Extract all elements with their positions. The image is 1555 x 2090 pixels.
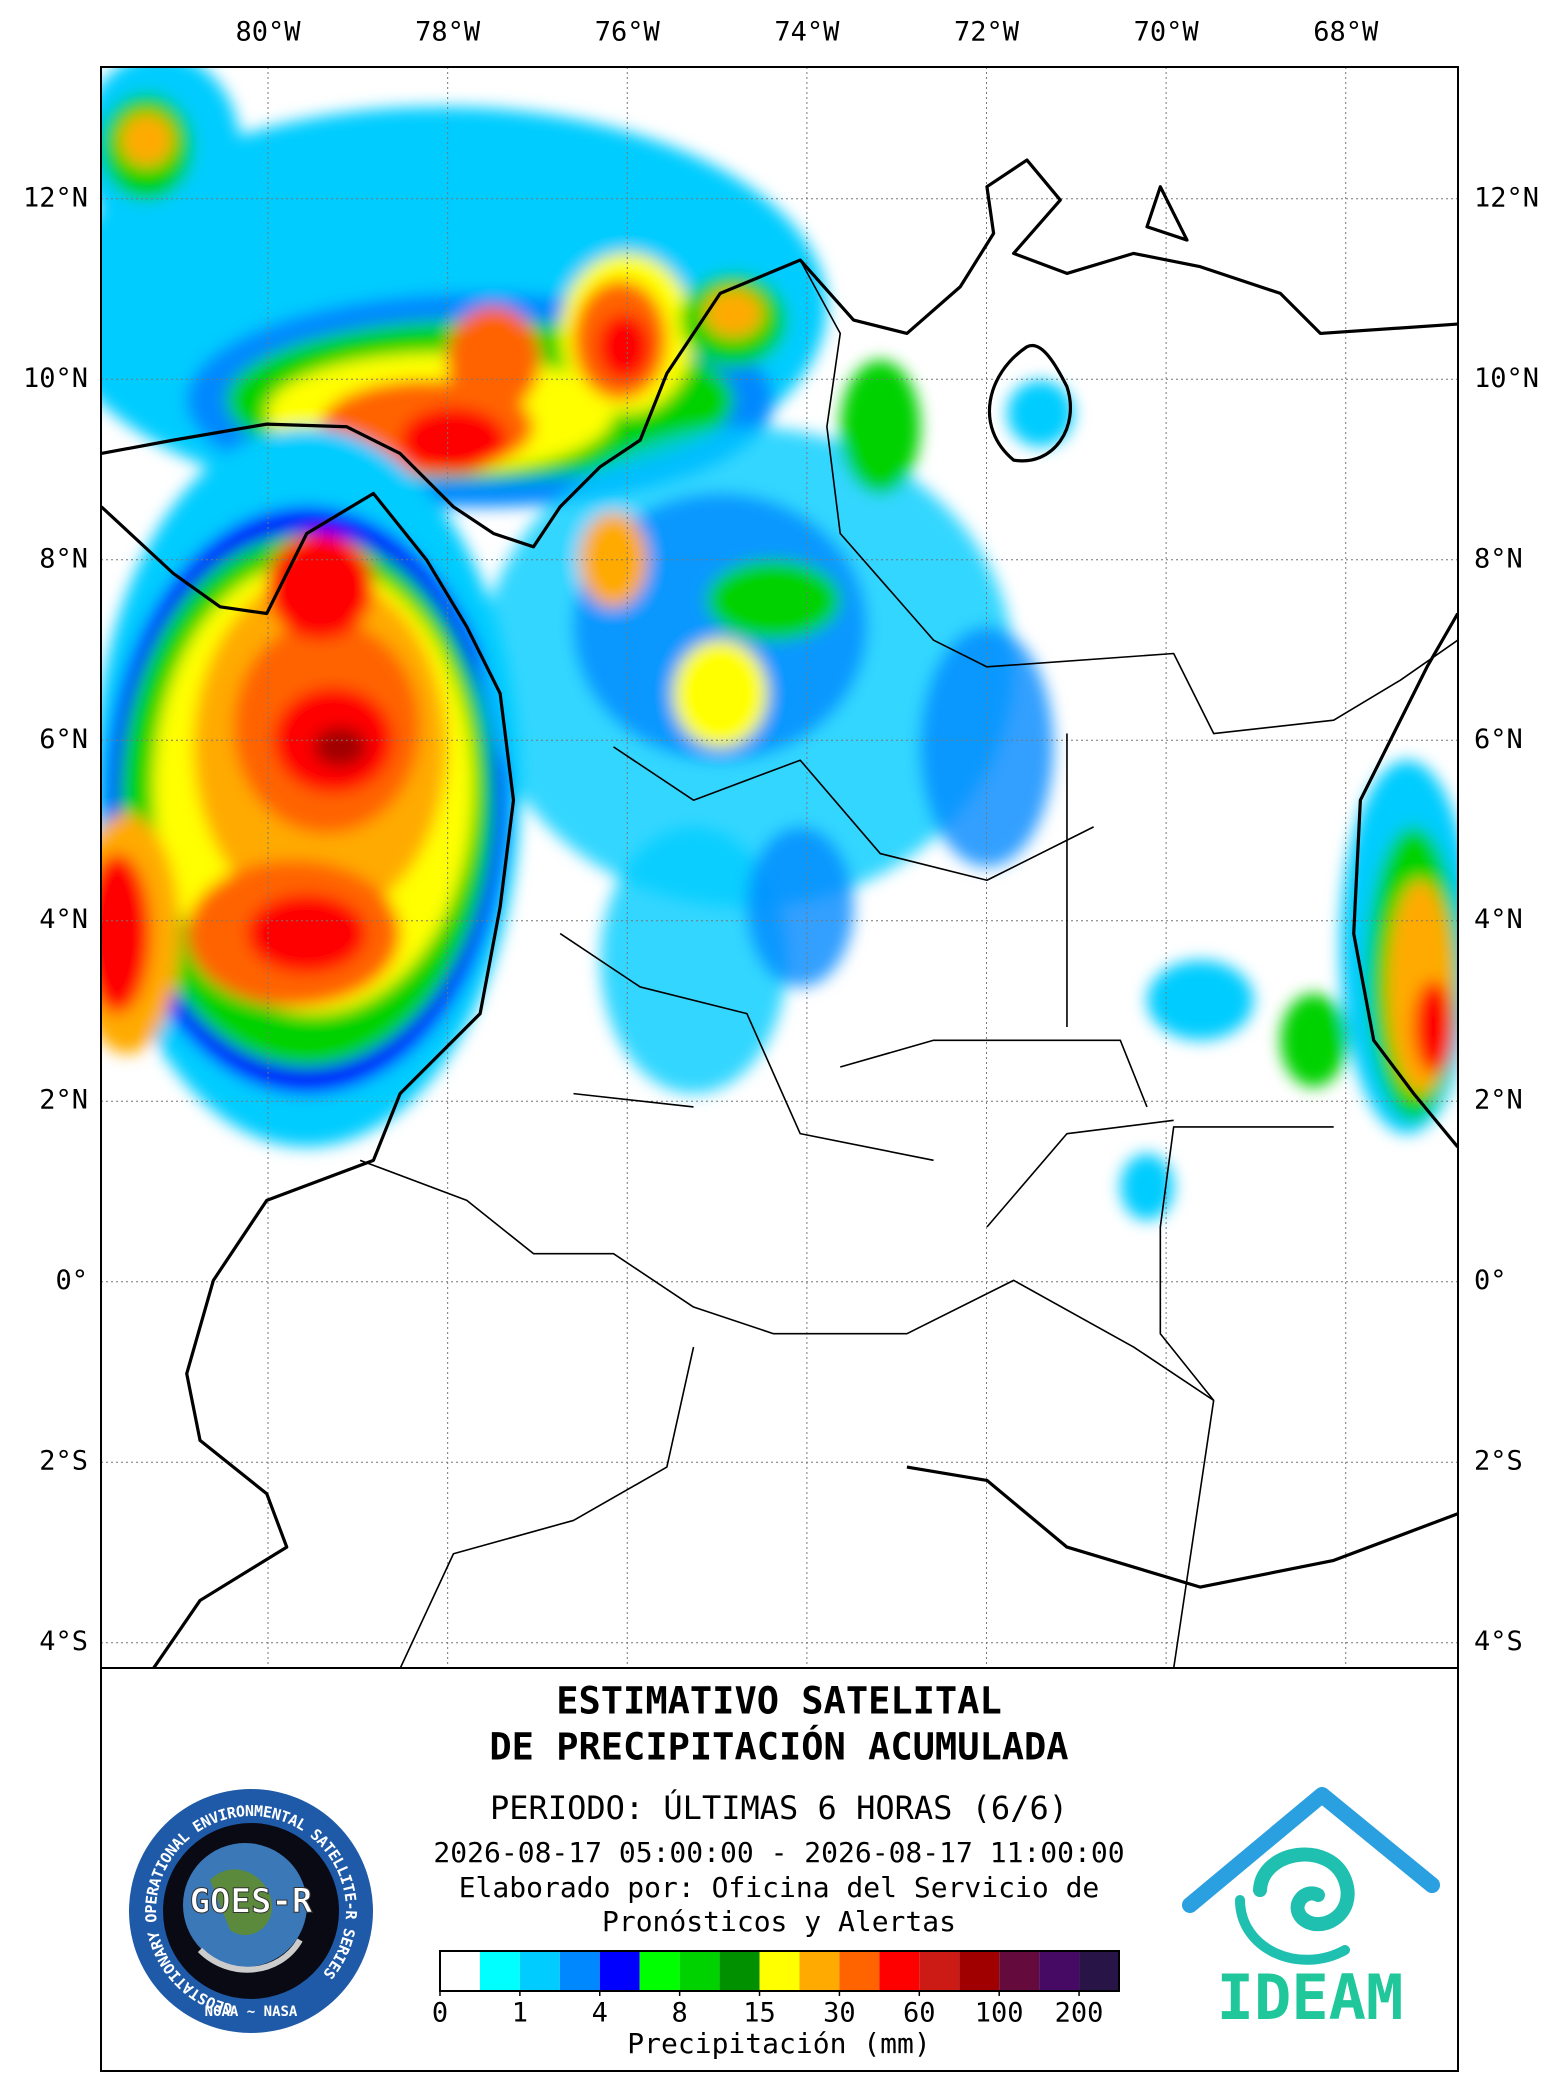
- goes-logo: GEOSTATIONARY OPERATIONAL ENVIRONMENTAL …: [129, 1789, 373, 2033]
- lon-label: 80°W: [236, 17, 302, 48]
- goes-footer: NOAA ~ NASA: [205, 2004, 298, 2020]
- lon-label: 70°W: [1134, 17, 1200, 48]
- lat-label: 0°: [55, 1265, 88, 1296]
- subtitle: DE PRECIPITACIÓN ACUMULADA: [489, 1725, 1068, 1769]
- colorbar-tick-label: 200: [1055, 1998, 1104, 2029]
- colorbar-tick-label: 15: [743, 1998, 776, 2029]
- coastlines: [101, 158, 1458, 1668]
- legend-frame: [100, 1667, 1459, 2072]
- colorbar-box: [919, 1951, 960, 1991]
- colorbar-box: [719, 1951, 760, 1991]
- axis-labels: 80°W 78°W 76°W 74°W 72°W 70°W 68°W 12°N 12°N 10°N…: [23, 17, 1539, 1658]
- colorbar-box: [799, 1951, 840, 1991]
- lat-label: 10°N: [23, 363, 88, 394]
- ideam-logo: IDEAM: [1182, 1787, 1440, 2034]
- colorbar-outline: [439, 1950, 1120, 1992]
- colorbar-tick-label: 4: [592, 1998, 608, 2029]
- colorbar-box: [639, 1951, 680, 1991]
- lat-label: 0°: [1474, 1265, 1507, 1296]
- colorbar-label: Precipitación (mm): [627, 2027, 930, 2060]
- lat-label: 10°N: [1474, 363, 1539, 394]
- lon-label: 74°W: [774, 17, 840, 48]
- goes-name: GOES-R: [190, 1882, 313, 1922]
- lat-label: 12°N: [23, 182, 88, 213]
- lat-label: 12°N: [1474, 182, 1539, 213]
- colorbar-tick-label: 0: [432, 1998, 448, 2029]
- lat-label: 2°S: [1474, 1446, 1523, 1477]
- lat-label: 4°N: [39, 904, 88, 935]
- colorbar-box: [879, 1951, 920, 1991]
- period: PERIODO: ÚLTIMAS 6 HORAS (6/6): [490, 1788, 1068, 1827]
- dates: 2026-08-17 05:00:00 - 2026-08-17 11:00:0…: [433, 1836, 1124, 1869]
- precipitation-field: [101, 67, 1458, 1221]
- colorbar-box: [519, 1951, 560, 1991]
- lat-label: 4°S: [39, 1626, 88, 1657]
- lon-label: 78°W: [415, 17, 481, 48]
- credit: Elaborado por: Oficina del Servicio de: [459, 1871, 1100, 1904]
- colorbar-box: [679, 1951, 720, 1991]
- title: ESTIMATIVO SATELITAL: [556, 1680, 1002, 1723]
- lat-label: 4°N: [1474, 904, 1523, 935]
- colorbar-tick-label: 60: [903, 1998, 936, 2029]
- lat-label: 6°N: [39, 724, 88, 755]
- colorbar-box: [959, 1951, 1000, 1991]
- colorbar-box: [1079, 1951, 1119, 1991]
- lat-label: 6°N: [1474, 724, 1523, 755]
- lon-label: 76°W: [595, 17, 661, 48]
- colorbar-box: [999, 1951, 1040, 1991]
- colorbar-box: [479, 1951, 520, 1991]
- colorbar-box: [559, 1951, 600, 1991]
- graticule: [101, 67, 1458, 1668]
- colorbar-box: [440, 1951, 480, 1991]
- colorbar-tick-label: 1: [512, 1998, 528, 2029]
- colorbar-tick-label: 100: [975, 1998, 1024, 2029]
- lon-label: 72°W: [954, 17, 1020, 48]
- colorbar-box: [599, 1951, 640, 1991]
- lat-label: 8°N: [1474, 543, 1523, 574]
- colorbar-tick-label: 30: [823, 1998, 856, 2029]
- colorbar-tick-label: 8: [672, 1998, 688, 2029]
- colorbar: 0 1 4 8 15 30 60 100 200: [432, 1950, 1120, 2029]
- lat-label: 2°S: [39, 1446, 88, 1477]
- colorbar-box: [1039, 1951, 1080, 1991]
- colorbar-box: [839, 1951, 880, 1991]
- lon-label: 68°W: [1313, 17, 1379, 48]
- credit: Pronósticos y Alertas: [602, 1905, 956, 1938]
- lat-label: 2°N: [1474, 1085, 1523, 1116]
- lat-label: 4°S: [1474, 1626, 1523, 1657]
- colorbar-box: [759, 1951, 800, 1991]
- lat-label: 2°N: [39, 1085, 88, 1116]
- ideam-name: IDEAM: [1217, 1961, 1404, 2034]
- lat-label: 8°N: [39, 543, 88, 574]
